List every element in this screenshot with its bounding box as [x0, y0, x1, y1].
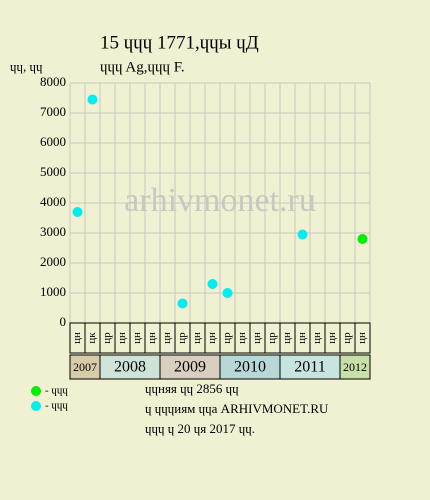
- year-label: 2008: [114, 359, 146, 376]
- year-box: [339, 354, 371, 380]
- x-tick-label: цн: [191, 332, 203, 344]
- year-label: 2010: [234, 359, 266, 376]
- y-tick-label: 0: [60, 314, 67, 329]
- y-tick-label: 4000: [40, 194, 66, 209]
- x-tick-label: цн: [296, 332, 308, 344]
- year-box: [99, 354, 161, 380]
- year-box: [219, 354, 281, 380]
- x-tick-label: цн: [71, 332, 83, 344]
- x-tick-label: цн: [281, 332, 293, 344]
- point: [222, 288, 233, 298]
- legend-marker: [31, 386, 41, 396]
- year-box: [69, 354, 101, 380]
- y-tick-label: 5000: [40, 164, 66, 179]
- x-tick-label: цн: [161, 332, 173, 344]
- year-box: [279, 354, 341, 380]
- y-tick-label: 2000: [40, 254, 66, 269]
- x-tick-label: цр: [266, 332, 278, 344]
- x-tick-label: цн: [116, 332, 128, 344]
- point: [177, 298, 188, 309]
- note: ɥɥɥ ɥ 20 ɥя 2017 ɥɥ.: [145, 421, 255, 436]
- point: [297, 229, 308, 240]
- x-tick-label: цн: [356, 332, 368, 344]
- note: ɥ ɥɥɥиям ɥɥа ARHIVMONET.RU: [145, 401, 329, 416]
- year-label: 2009: [174, 359, 206, 376]
- point: [87, 94, 98, 105]
- x-tick-label: цн: [146, 332, 158, 344]
- y-axis-label: ɥɥ, ɥɥ: [10, 59, 43, 74]
- x-tick-label: цн: [206, 332, 218, 344]
- year-label: 2012: [343, 360, 367, 374]
- y-tick-label: 7000: [40, 104, 66, 119]
- year-label: 2007: [73, 360, 97, 374]
- x-tick-label: цн: [326, 332, 338, 344]
- point: [72, 207, 83, 217]
- x-tick-label: цн: [311, 332, 323, 344]
- x-tick-label: цр: [101, 332, 113, 344]
- y-tick-label: 1000: [40, 284, 66, 299]
- year-label: 2011: [294, 359, 325, 376]
- x-tick-label: цн: [236, 332, 248, 344]
- x-tick-label: цн: [251, 332, 263, 344]
- legend-label: - ɥɥɥ: [45, 385, 68, 397]
- note: ɥɥняя ɥɥ 2856 ɥɥ: [145, 381, 239, 396]
- year-box: [159, 354, 221, 380]
- legend-marker: [31, 401, 41, 411]
- x-tick-label: цр: [341, 332, 353, 344]
- y-tick-label: 3000: [40, 224, 66, 239]
- chart-subtitle: ɥɥɥ Ag,ɥɥɥ F.: [100, 59, 185, 75]
- x-tick-label: цн: [131, 332, 143, 344]
- y-tick-label: 6000: [40, 134, 66, 149]
- point: [357, 234, 368, 244]
- chart-title: 15 ɥɥɥ 1771,ɥɥы ɥД: [100, 32, 259, 53]
- x-tick-label: цк: [86, 332, 98, 344]
- x-tick-label: цр: [176, 332, 188, 344]
- y-tick-label: 8000: [40, 74, 66, 89]
- point: [207, 279, 218, 289]
- legend-label: - ɥɥɥ: [45, 400, 68, 412]
- x-tick-label: цр: [221, 332, 233, 344]
